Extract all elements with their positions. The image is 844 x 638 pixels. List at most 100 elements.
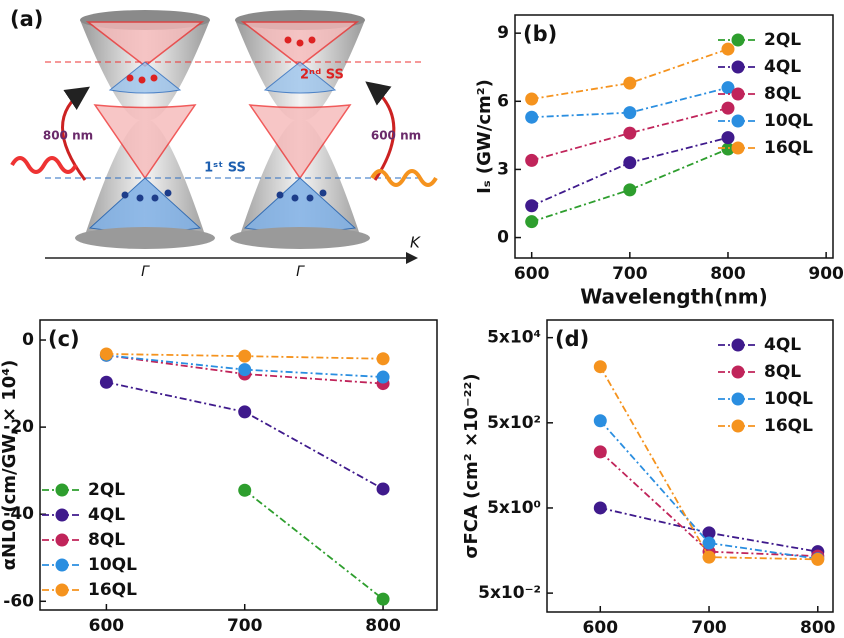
data-point [525,215,538,228]
legend-marker [732,88,745,101]
data-point [238,484,251,497]
panel-label: (d) [555,327,589,351]
data-point [594,445,607,458]
diagram-panel: (a) 2ⁿᵈ SS 1ˢᵗ SS 800 nm 600 nm K Γ Γ [10,7,436,280]
data-point [377,482,390,495]
y-tick-label: 5x10⁰ [487,498,541,518]
line-chart: 6007008005x10⁴5x10²5x10⁰5x10⁻²Wavelength… [461,320,836,638]
x-tick-label: 800 [710,264,746,284]
y-tick-label: 5x10⁻² [478,583,541,603]
legend-marker [732,115,745,128]
panel-label: (b) [523,22,557,46]
data-point [100,347,113,360]
legend-marker [56,484,69,497]
x-tick-label: 700 [612,264,648,284]
data-point [594,414,607,427]
y-axis-label: αNL0 (cm/GW, × 10⁴) [0,360,20,571]
data-point [100,376,113,389]
legend-marker [732,142,745,155]
wavelength-label: 800 nm [43,129,93,143]
photon-wave [372,171,436,185]
data-point [623,127,636,140]
legend-marker [56,559,69,572]
x-tick-label: 600 [514,264,550,284]
legend-label: 2QL [88,480,125,500]
y-axis-label: Iₛ (GW/cm²) [474,79,495,194]
wavelength-label: 600 nm [371,129,421,143]
legend-label: 8QL [764,84,801,104]
line-chart: 6007008000-20-40-60Wavelength(nm)αNL0 (c… [0,320,437,638]
data-point [721,102,734,115]
x-tick-label: 800 [365,616,401,636]
point-label: Γ [141,264,150,280]
data-point [623,77,636,90]
data-point [377,593,390,606]
data-point [623,106,636,119]
legend-marker [732,61,745,74]
line-chart: 600 700 800 900 0 3 6 9 Wavelength(nm) Iₛ (GW/cm²… [474,15,844,309]
plot-frame [515,15,833,258]
data-point [721,43,734,56]
y-tick-label: -60 [3,591,34,611]
data-point [377,371,390,384]
y-tick-label: 5x10⁴ [487,328,541,348]
legend-marker [732,393,745,406]
level-label: 1ˢᵗ SS [204,161,246,176]
data-point [525,154,538,167]
y-tick-label: 6 [497,91,509,111]
cone-left [75,10,215,249]
data-point [238,350,251,363]
x-tick-label: 600 [89,616,125,636]
y-tick-label: 3 [497,159,509,179]
data-point [525,111,538,124]
data-point [377,352,390,365]
legend-marker [56,584,69,597]
point-label: Γ [296,264,305,280]
legend-label: 16QL [764,138,813,158]
legend-marker [56,534,69,547]
legend-label: 10QL [764,389,813,409]
data-point [811,553,824,566]
legend-label: 16QL [764,416,813,436]
y-tick-label: 9 [497,23,509,43]
x-tick-label: 700 [227,616,263,636]
legend-label: 4QL [764,335,801,355]
data-point [703,551,716,564]
data-point [703,537,716,550]
legend-marker [732,420,745,433]
data-point [594,501,607,514]
cone-right [230,10,370,249]
level-label: 2ⁿᵈ SS [300,68,344,83]
x-axis-label: Wavelength(nm) [580,285,768,309]
y-axis-label: σFCA (cm² ×10⁻²²) [461,373,482,558]
legend-label: 4QL [88,505,125,525]
data-point [623,156,636,169]
data-point [525,93,538,106]
data-point [525,199,538,212]
legend-label: 10QL [88,555,137,575]
y-tick-label: 5x10² [487,413,541,433]
legend-label: 8QL [88,530,125,550]
x-tick-label: 600 [583,618,619,638]
y-tick-label: 0 [497,228,509,248]
x-tick-label: 700 [691,618,727,638]
data-point [238,405,251,418]
x-tick-label: 900 [808,264,844,284]
data-point [594,360,607,373]
photon-wave [12,158,76,172]
legend-marker [732,34,745,47]
series-line [532,49,728,99]
axis-label: K [410,234,421,252]
legend-marker [732,366,745,379]
series-line [106,382,383,489]
data-point [238,363,251,376]
legend-label: 16QL [88,580,137,600]
legend-marker [732,339,745,352]
panel-label: (c) [48,327,80,351]
legend-marker [56,509,69,522]
legend-label: 2QL [764,30,801,50]
panel-label: (a) [10,7,43,31]
legend-label: 4QL [764,57,801,77]
x-tick-label: 800 [800,618,836,638]
series-line [245,490,383,599]
